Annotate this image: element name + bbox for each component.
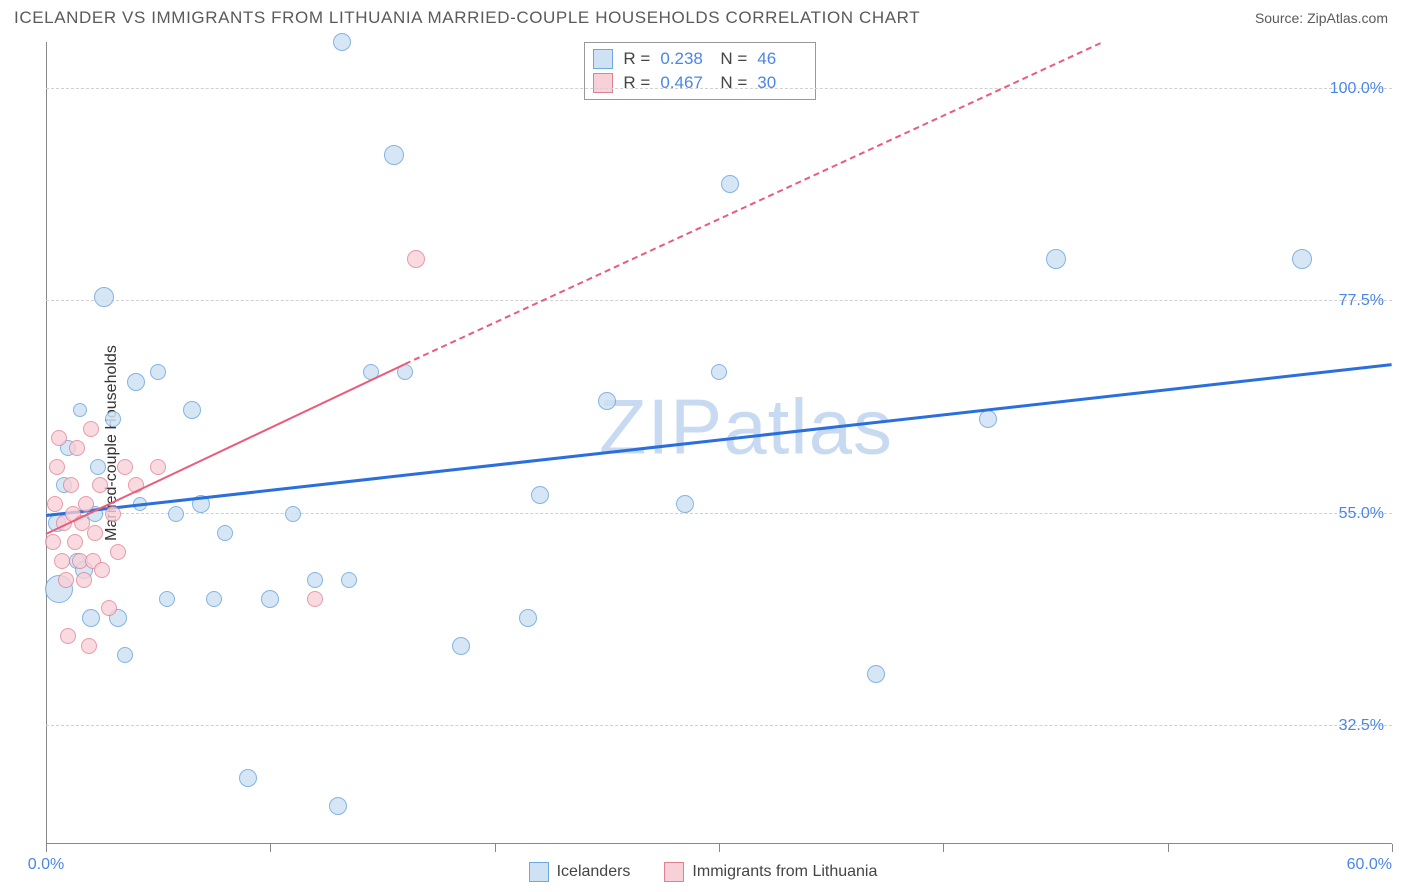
data-point: [261, 590, 279, 608]
legend: Icelanders Immigrants from Lithuania: [0, 862, 1406, 882]
legend-item-icelanders: Icelanders: [529, 862, 631, 882]
data-point: [47, 496, 63, 512]
data-point: [239, 769, 257, 787]
chart-title: ICELANDER VS IMMIGRANTS FROM LITHUANIA M…: [14, 8, 920, 28]
data-point: [92, 477, 108, 493]
stats-legend-box: R = 0.238 N = 46 R = 0.467 N = 30: [584, 42, 816, 100]
data-point: [110, 544, 126, 560]
chart-area: Married-couple Households ZIPatlas R =0.…: [46, 42, 1392, 844]
stats-row: R = 0.467 N = 30: [593, 71, 807, 95]
data-point: [285, 506, 301, 522]
y-tick-label: 32.5%: [1339, 717, 1384, 735]
y-tick-label: 100.0%: [1330, 80, 1384, 98]
data-point: [979, 410, 997, 428]
y-axis: [46, 42, 47, 844]
data-point: [105, 411, 121, 427]
legend-label: Icelanders: [557, 863, 631, 881]
stat-r-value: 0.467: [660, 73, 710, 93]
x-tick: [943, 844, 944, 852]
data-point: [94, 287, 114, 307]
data-point: [676, 495, 694, 513]
stat-n-label: N =: [720, 49, 747, 69]
legend-item-lithuania: Immigrants from Lithuania: [664, 862, 877, 882]
data-point: [1292, 249, 1312, 269]
data-point: [168, 506, 184, 522]
data-point: [63, 477, 79, 493]
x-tick: [1168, 844, 1169, 852]
stat-n-label: N =: [720, 73, 747, 93]
data-point: [76, 572, 92, 588]
data-point: [105, 506, 121, 522]
data-point: [407, 250, 425, 268]
data-point: [159, 591, 175, 607]
data-point: [67, 534, 83, 550]
data-point: [69, 440, 85, 456]
data-point: [82, 609, 100, 627]
data-point: [711, 364, 727, 380]
x-tick: [1392, 844, 1393, 852]
data-point: [117, 459, 133, 475]
data-point: [73, 403, 87, 417]
x-tick: [719, 844, 720, 852]
data-point: [329, 797, 347, 815]
data-point: [101, 600, 117, 616]
chart-source: Source: ZipAtlas.com: [1255, 10, 1388, 26]
data-point: [867, 665, 885, 683]
data-point: [87, 525, 103, 541]
data-point: [83, 421, 99, 437]
data-point: [531, 486, 549, 504]
data-point: [721, 175, 739, 193]
x-tick: [270, 844, 271, 852]
data-point: [90, 459, 106, 475]
legend-swatch-icon: [529, 862, 549, 882]
stat-r-value: 0.238: [660, 49, 710, 69]
stat-r-label: R =: [623, 49, 650, 69]
data-point: [60, 628, 76, 644]
stats-swatch-icon: [593, 49, 613, 69]
stats-row: R = 0.238 N = 46: [593, 47, 807, 71]
regression-line: [46, 363, 1392, 517]
data-point: [51, 430, 67, 446]
legend-swatch-icon: [664, 862, 684, 882]
data-point: [598, 392, 616, 410]
x-tick: [46, 844, 47, 852]
data-point: [1046, 249, 1066, 269]
data-point: [127, 373, 145, 391]
stats-swatch-icon: [593, 73, 613, 93]
data-point: [307, 591, 323, 607]
data-point: [45, 534, 61, 550]
data-point: [183, 401, 201, 419]
x-tick: [495, 844, 496, 852]
legend-label: Immigrants from Lithuania: [692, 863, 877, 881]
stat-r-label: R =: [623, 73, 650, 93]
data-point: [49, 459, 65, 475]
chart-header: ICELANDER VS IMMIGRANTS FROM LITHUANIA M…: [0, 0, 1406, 34]
regression-line: [46, 363, 406, 535]
gridline: [46, 725, 1392, 726]
data-point: [150, 459, 166, 475]
data-point: [58, 572, 74, 588]
data-point: [341, 572, 357, 588]
plot-area: ZIPatlas R =0.238N =46R =0.467N =30 32.5…: [46, 42, 1392, 844]
data-point: [117, 647, 133, 663]
data-point: [333, 33, 351, 51]
data-point: [519, 609, 537, 627]
y-tick-label: 55.0%: [1339, 505, 1384, 523]
gridline: [46, 513, 1392, 514]
data-point: [54, 553, 70, 569]
data-point: [206, 591, 222, 607]
data-point: [94, 562, 110, 578]
data-point: [384, 145, 404, 165]
gridline: [46, 300, 1392, 301]
data-point: [307, 572, 323, 588]
data-point: [217, 525, 233, 541]
data-point: [81, 638, 97, 654]
stat-n-value: 46: [757, 49, 807, 69]
gridline: [46, 88, 1392, 89]
stat-n-value: 30: [757, 73, 807, 93]
data-point: [452, 637, 470, 655]
y-tick-label: 77.5%: [1339, 292, 1384, 310]
data-point: [150, 364, 166, 380]
